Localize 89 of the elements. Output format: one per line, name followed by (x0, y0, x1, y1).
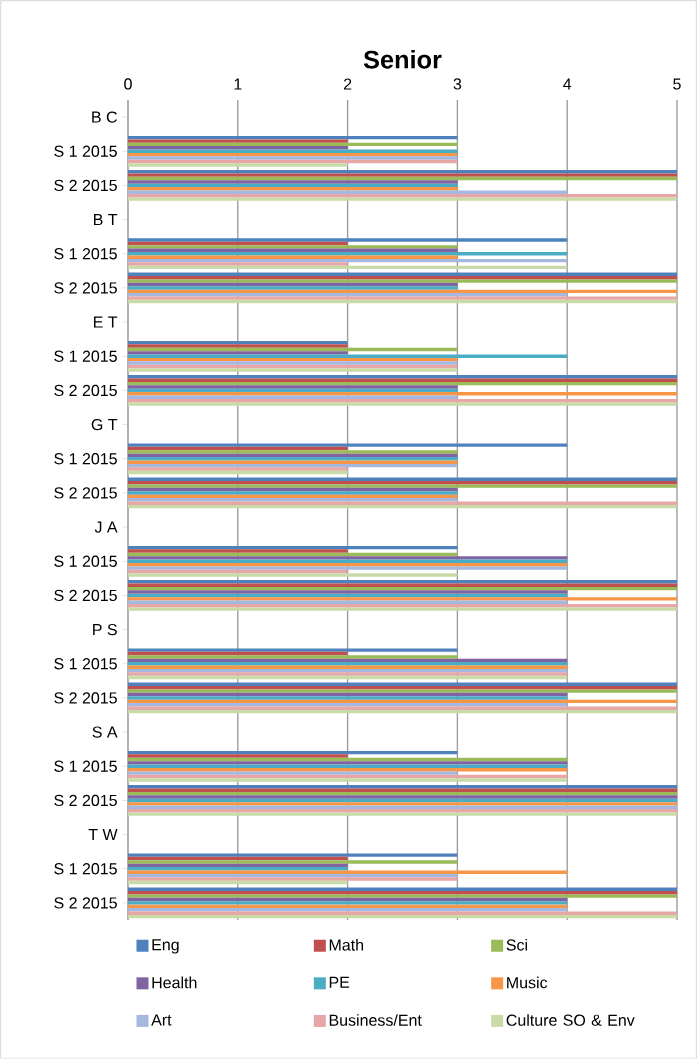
y-tick-label: E T (94, 316, 118, 328)
x-tick-label: 4 (563, 78, 572, 90)
bar (128, 655, 458, 659)
legend-label: Culture SO & Env (506, 1014, 635, 1026)
legend-label: Sci (506, 938, 527, 951)
bar (128, 648, 458, 652)
y-tick-label: S 1 2015 (54, 555, 117, 567)
y-tick-label: J A (94, 521, 118, 533)
bar (128, 385, 458, 389)
bar (128, 771, 458, 775)
bar (128, 279, 677, 283)
bar (128, 870, 568, 874)
y-tick-label: S 1 2015 (54, 248, 117, 260)
bar (128, 894, 677, 898)
x-tick-label: 3 (453, 78, 462, 90)
bar (128, 197, 677, 201)
y-tick-label: B C (92, 111, 117, 123)
bar (128, 368, 458, 372)
bar (128, 402, 677, 406)
y-tick-label: S 2 2015 (54, 794, 117, 807)
bar (128, 467, 348, 471)
bar (128, 795, 677, 799)
bar (128, 156, 458, 160)
legend-label: Music (507, 976, 548, 989)
bar (128, 351, 348, 355)
y-tick-label: S 1 2015 (54, 145, 117, 157)
y-tick-label: S 2 2015 (54, 589, 117, 602)
y-tick-label: S 2 2015 (54, 487, 117, 499)
bar (128, 286, 458, 290)
legend-label: PE (329, 976, 350, 988)
bar (128, 255, 458, 259)
y-tick-label: S 1 2015 (54, 453, 117, 465)
bar (128, 245, 458, 249)
y-tick-label: S 2 2015 (54, 179, 117, 192)
bar (128, 344, 348, 348)
bar (128, 491, 458, 495)
bar (128, 573, 458, 577)
chart-title: Senior (363, 50, 442, 69)
bar (128, 443, 568, 447)
bar (128, 754, 348, 758)
bar (128, 566, 568, 570)
y-tick-label: S 2 2015 (54, 897, 117, 909)
bar (128, 163, 348, 167)
bar (128, 450, 458, 454)
y-tick-label: S 2 2015 (54, 384, 117, 397)
bar (128, 501, 677, 505)
bar (128, 689, 677, 693)
bar (128, 361, 458, 365)
bar (128, 853, 458, 857)
y-tick-label: S 2 2015 (54, 282, 117, 294)
y-tick-label: B T (94, 214, 118, 226)
bar (128, 590, 568, 594)
bar (128, 607, 677, 611)
bar (128, 877, 458, 881)
y-tick-label: S 1 2015 (54, 350, 117, 362)
y-tick-label: S 1 2015 (54, 658, 117, 670)
bar (128, 597, 677, 601)
bar (128, 187, 458, 191)
y-tick-label: T W (88, 829, 118, 841)
bar (128, 778, 568, 782)
bar (128, 860, 458, 864)
legend-label: Health (152, 976, 197, 989)
bar (128, 549, 348, 553)
x-tick-label: 2 (343, 78, 352, 90)
y-tick-label: S A (92, 726, 118, 738)
y-tick-label: G T (91, 418, 118, 431)
bar (128, 146, 348, 150)
y-tick-label: S 1 2015 (54, 863, 117, 875)
bar (128, 484, 677, 488)
legend-label: Art (151, 1014, 172, 1026)
bar (128, 262, 348, 266)
legend-label: Math (329, 938, 364, 951)
bar (128, 296, 677, 300)
x-tick-label: 5 (673, 78, 681, 90)
bar (128, 696, 568, 700)
bar (128, 238, 568, 242)
x-tick-label: 1 (234, 78, 242, 90)
y-tick-label: S 2 2015 (54, 692, 117, 704)
bar (128, 706, 677, 710)
y-tick-label: S 1 2015 (54, 760, 117, 772)
bar (128, 392, 677, 396)
legend-label: Eng (152, 939, 179, 954)
legend-label: Business/Ent (329, 1014, 422, 1026)
bar (128, 911, 677, 915)
bar (128, 672, 568, 676)
x-tick-label: 0 (124, 78, 132, 90)
y-tick-label: P S (93, 623, 117, 636)
bar (128, 812, 677, 816)
bar (128, 180, 458, 184)
